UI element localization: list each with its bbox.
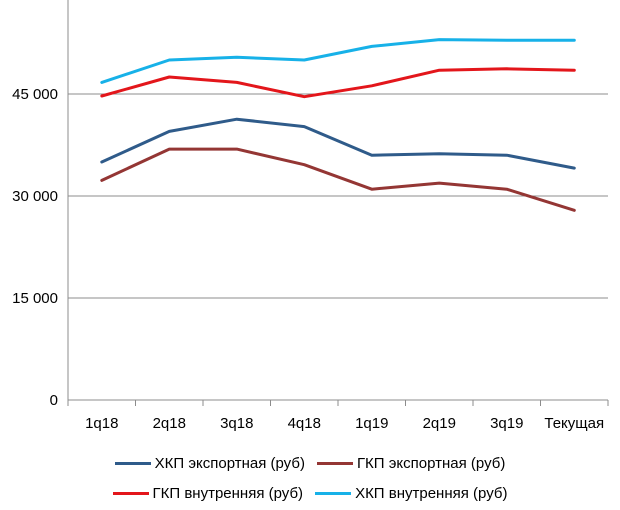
legend-label-khkp-export: ХКП экспортная (руб): [154, 454, 305, 472]
x-tick-label: 2q18: [153, 415, 186, 432]
legend-item-gkp-export: ГКП экспортная (руб): [316, 454, 506, 472]
y-tick-label: 45 000: [12, 86, 58, 103]
x-tick-label: 4q18: [288, 415, 321, 432]
legend-swatch-khkp-export: [114, 461, 151, 465]
legend-item-khkp-domestic: ХКП внутренняя (руб): [315, 485, 507, 502]
legend-item-gkp-domestic: ГКП внутренняя (руб): [112, 484, 304, 502]
x-tick-label: 1q18: [85, 415, 118, 432]
x-tick-label: Текущая: [544, 415, 604, 432]
y-tick-label: 0: [50, 392, 58, 409]
x-tick-label: 3q19: [490, 415, 523, 432]
legend-row: ХКП экспортная (руб) ГКП экспортная (руб…: [0, 448, 620, 478]
legend-swatch-gkp-domestic: [112, 491, 149, 495]
y-tick-label: 30 000: [12, 188, 58, 205]
legend-swatch-khkp-domestic: [315, 491, 352, 495]
x-tick-label: 1q19: [355, 415, 388, 432]
gridlines: [68, 93, 608, 299]
legend-swatch-gkp-export: [316, 461, 353, 465]
line-chart: 0 15 000 30 000 45 000 1q18 2q18 3q18 4q18 1q19 2…: [12, 0, 609, 432]
series-gkp-domestic-line: [100, 67, 576, 99]
series-gkp-export-line: [100, 147, 576, 212]
legend-label-gkp-domestic: ГКП внутренняя (руб): [152, 484, 304, 502]
axes: [67, 0, 609, 406]
x-tick-label: 3q18: [220, 415, 253, 432]
legend: ХКП экспортная (руб) ГКП экспортная (руб…: [0, 448, 620, 508]
tick-labels: 0 15 000 30 000 45 000 1q18 2q18 3q18 4q18 1q19 2…: [12, 86, 604, 432]
series-lines: [100, 38, 576, 212]
legend-label-khkp-domestic: ХКП внутренняя (руб): [355, 484, 508, 502]
series-khkp-domestic-line: [100, 38, 576, 84]
y-tick-label: 15 000: [12, 290, 58, 307]
series-khkp-export-line: [100, 117, 576, 170]
x-tick-label: 2q19: [423, 415, 456, 432]
legend-row: ГКП внутренняя (руб) ХКП внутренняя (руб…: [0, 478, 620, 508]
legend-label-gkp-export: ГКП экспортная (руб): [356, 454, 506, 472]
legend-item-khkp-export: ХКП экспортная (руб): [114, 454, 305, 472]
